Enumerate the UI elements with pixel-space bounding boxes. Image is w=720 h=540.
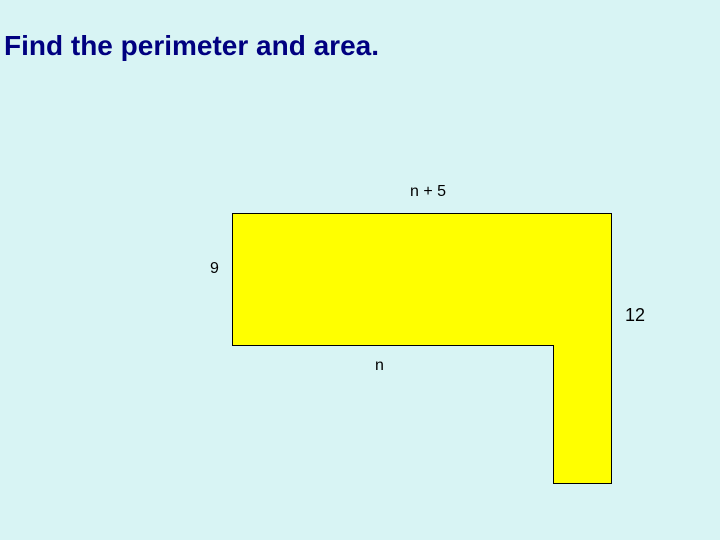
label-top: n + 5 — [410, 183, 446, 201]
label-left: 9 — [210, 260, 219, 278]
label-right: 12 — [625, 305, 645, 326]
page-title: Find the perimeter and area. — [4, 30, 379, 62]
label-bottom: n — [375, 357, 384, 375]
